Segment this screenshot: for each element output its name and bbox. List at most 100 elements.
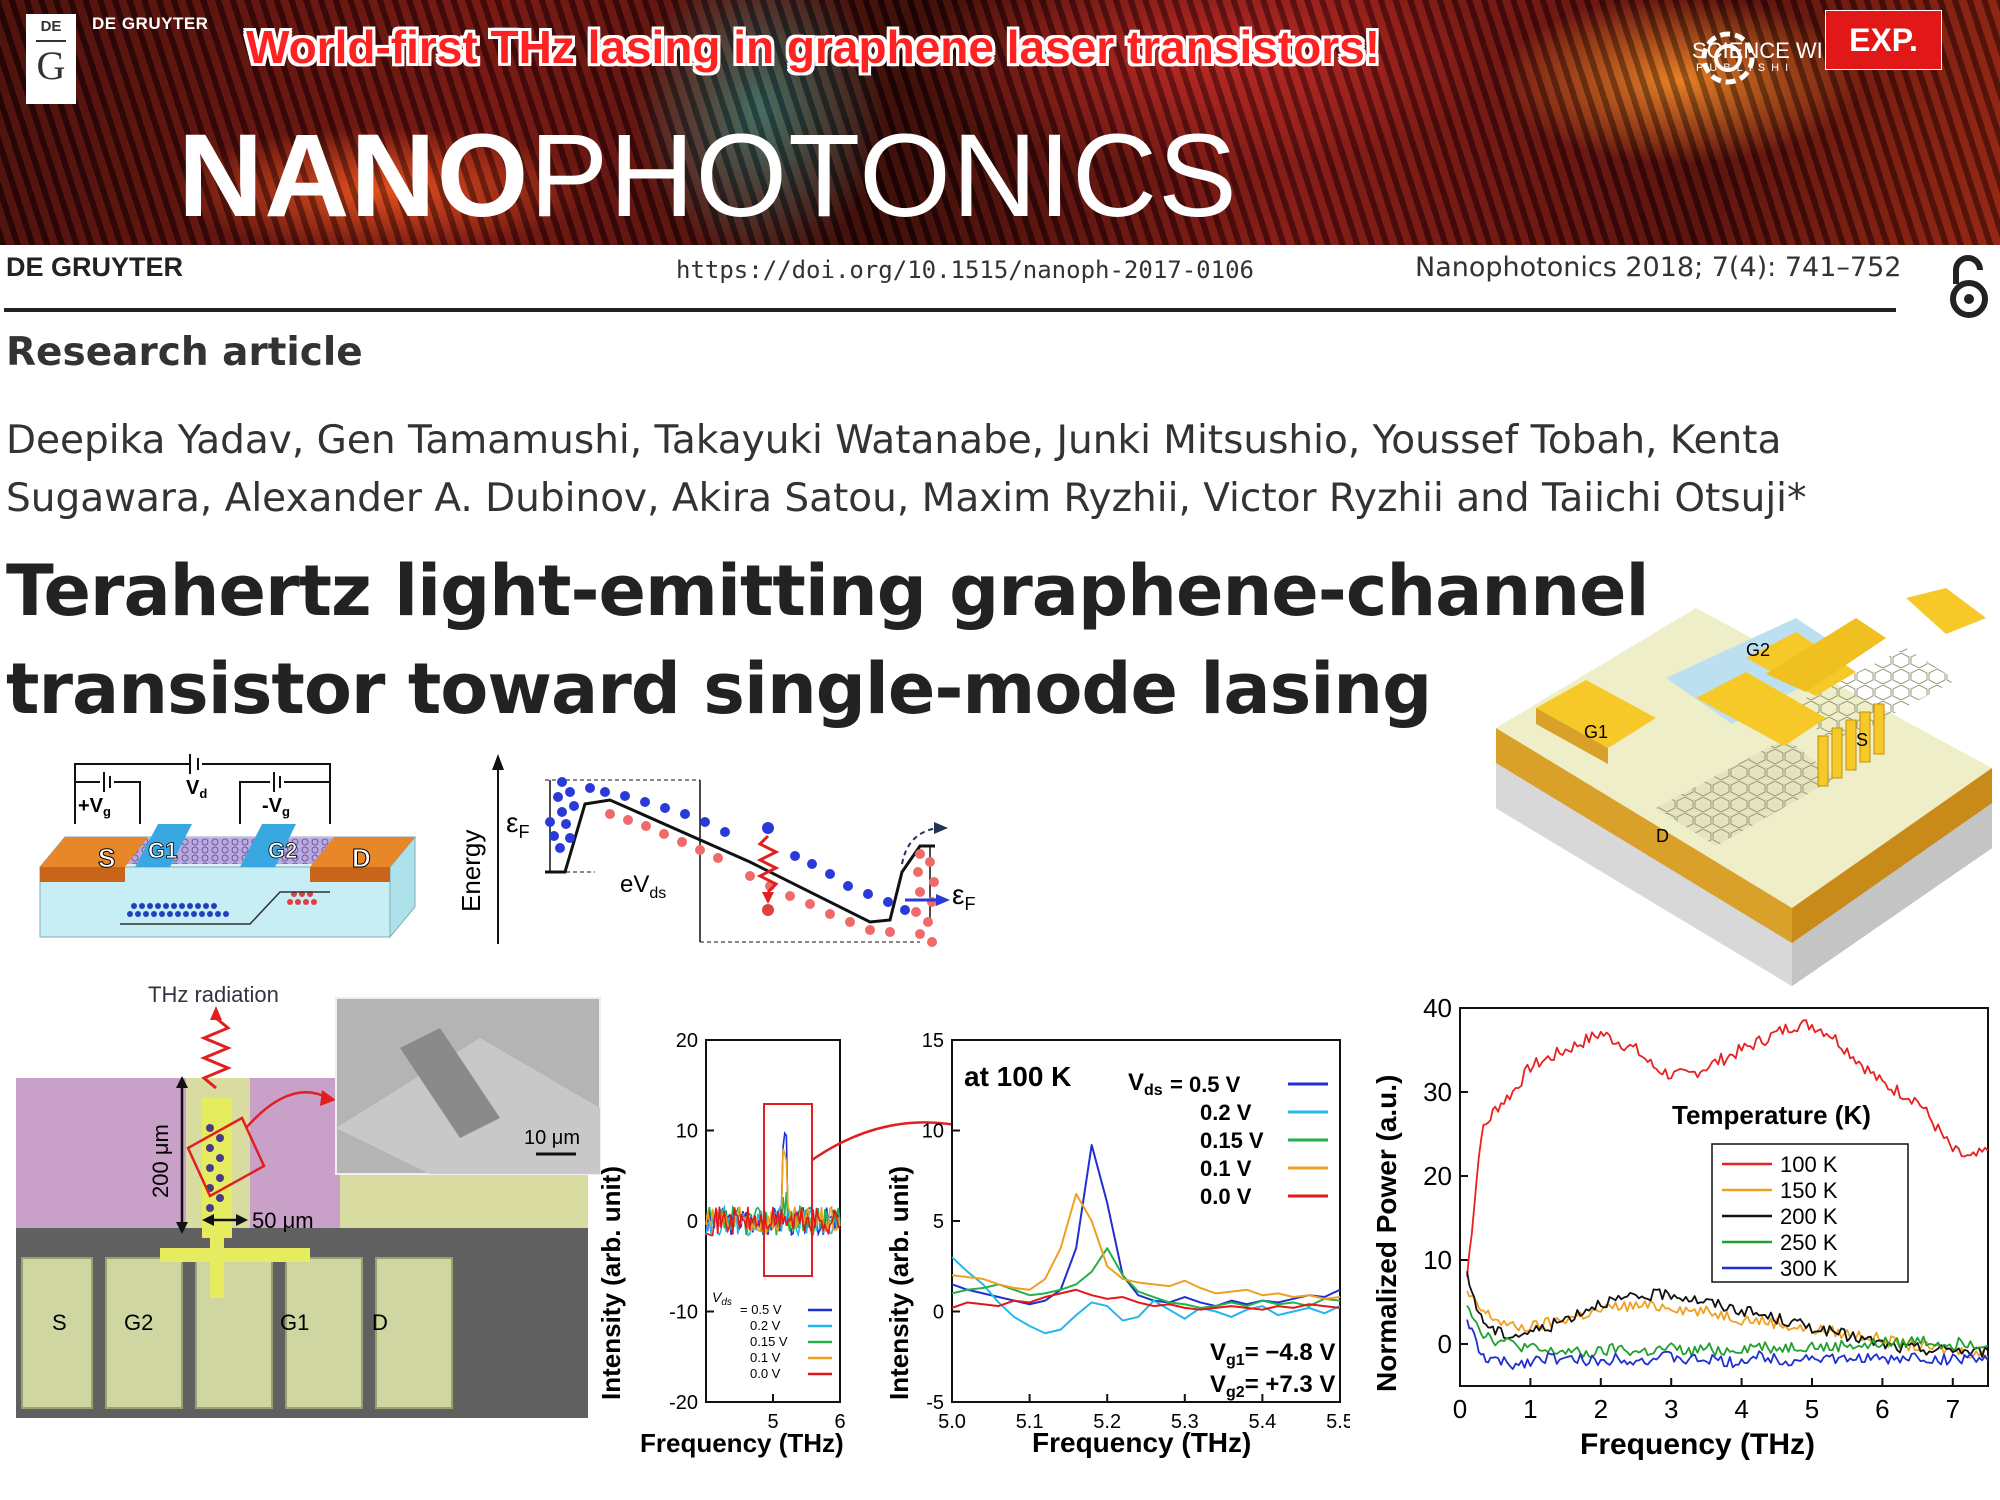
header-rule — [4, 308, 1896, 312]
3d-g2-label: G2 — [1746, 640, 1770, 660]
3d-g1-label: G1 — [1584, 722, 1608, 742]
legend-label: 0.15 V — [1200, 1128, 1264, 1153]
series-line — [1466, 1319, 1989, 1370]
wordmark-light: PHOTONICS — [529, 110, 1238, 242]
banner-headline: World-first THz lasing in graphene laser… — [246, 21, 1381, 73]
article-title: Terahertz light-emitting graphene-channe… — [6, 542, 1656, 738]
y-tick-label: -5 — [926, 1392, 944, 1414]
legend-label: 0.2 V — [750, 1318, 781, 1333]
legend-label: 0.2 V — [1200, 1100, 1252, 1125]
legend-label: 300 K — [1780, 1256, 1838, 1281]
3d-source-label: S — [1856, 730, 1868, 750]
source-label: S — [98, 843, 115, 873]
x-tick-label: 5.5 — [1326, 1411, 1350, 1433]
y-tick-label: 0 — [1438, 1329, 1452, 1359]
article-type: Research article — [6, 330, 363, 375]
x-tick-label: 6 — [834, 1411, 845, 1433]
series-line — [705, 1206, 841, 1237]
vg2-label: Vg2= +7.3 V — [1210, 1371, 1335, 1401]
partner-sub: PUBLISHI — [1696, 62, 1795, 74]
vds-legend-label: Vds — [1128, 1069, 1163, 1099]
x-tick-label: 1 — [1523, 1394, 1537, 1424]
vg1-label: Vg1= −4.8 V — [1210, 1339, 1335, 1369]
chart1-legend-title: Vds — [712, 1289, 732, 1308]
logo-top-text: DE — [40, 18, 62, 35]
x-tick-label: 5.1 — [1016, 1411, 1044, 1433]
plus-vg-label: +Vg — [78, 795, 111, 819]
science-wise-logo-icon — [1701, 31, 1755, 85]
y-tick-label: 20 — [1423, 1161, 1452, 1191]
y-tick-label: -20 — [669, 1392, 698, 1414]
y-tick-label: 10 — [1423, 1245, 1452, 1275]
legend-label: 0.0 V — [750, 1366, 781, 1381]
legend-label: = 0.5 V — [1170, 1072, 1241, 1097]
legend-label: 150 K — [1780, 1178, 1838, 1203]
x-tick-label: 5 — [1805, 1394, 1819, 1424]
open-access-icon — [1950, 255, 1988, 318]
journal-banner — [0, 0, 2000, 245]
device-micrograph: 10 μm THz radiation 200 μm 50 μm S G2 G1… — [16, 982, 601, 1418]
vd-label: Vd — [186, 777, 207, 801]
y-tick-label: 0 — [687, 1211, 698, 1233]
y-tick-label: 10 — [676, 1121, 698, 1143]
x-tick-label: 6 — [1875, 1394, 1889, 1424]
y-tick-label: 30 — [1423, 1077, 1452, 1107]
y-tick-label: 15 — [922, 1030, 944, 1052]
y-tick-label: 10 — [922, 1121, 944, 1143]
legend-label: 250 K — [1780, 1230, 1838, 1255]
energy-axis-label: Energy — [456, 830, 486, 912]
series-line — [951, 1288, 1341, 1311]
x-tick-label: 5.3 — [1171, 1411, 1199, 1433]
chart2-frame — [951, 1039, 1341, 1403]
chart3-ylabel: Normalized Power (a.u.) — [1371, 1075, 1402, 1392]
x-tick-label: 2 — [1594, 1394, 1608, 1424]
banner-publisher: DE GRUYTER — [92, 14, 209, 33]
series-line — [1466, 1271, 1989, 1358]
chart3-legend-box — [1711, 1143, 1909, 1283]
x-tick-label: 3 — [1664, 1394, 1678, 1424]
title-line-2: transistor toward single-mode lasing — [6, 648, 1432, 730]
width-50-label: 50 μm — [252, 1208, 314, 1233]
logo-letter: G — [36, 43, 66, 88]
device-schematic: Vd +Vg -Vg S G1 G2 D — [38, 754, 417, 939]
drain-label: D — [352, 843, 371, 873]
band-diagram: Energy εF eVds εF — [456, 754, 975, 947]
authors-line-1: Deepika Yadav, Gen Tamamushi, Takayuki W… — [6, 418, 1782, 463]
x-tick-label: 0 — [1453, 1394, 1467, 1424]
3d-drain-label: D — [1656, 826, 1669, 846]
partner-name: SCIENCE WI — [1692, 38, 1823, 63]
wordmark-bold: NANO — [178, 110, 530, 242]
series-line — [1466, 1019, 1989, 1278]
pad-label: G1 — [280, 1310, 309, 1335]
chart-zoomed-spectra: 15 10 5 0 -5 5.0 5.1 5.2 5.3 5.4 5.5 at 100 K Vds… — [884, 1030, 1350, 1458]
length-200-label: 200 μm — [148, 1124, 173, 1198]
chart1-ylabel: Intensity (arb. unit) — [600, 1166, 626, 1400]
legend-label: 0.0 V — [1200, 1184, 1252, 1209]
chart1-xlabel: Frequency (THz) — [640, 1428, 844, 1458]
chart2-xlabel: Frequency (THz) — [1032, 1427, 1251, 1458]
series-line — [951, 1192, 1341, 1300]
header-publisher: DE GRUYTER — [6, 252, 184, 282]
chart2-ylabel: Intensity (arb. unit) — [884, 1166, 914, 1400]
chart-overview-spectra: 20 10 0 -10 -20 5 6 Intensity (arb. unit) Fre… — [600, 1030, 846, 1458]
zoom-box — [763, 1103, 813, 1277]
exp-badge: EXP. — [1825, 10, 1942, 70]
doi-link[interactable]: https://doi.org/10.1515/nanoph-2017-0106 — [676, 256, 1254, 284]
device-3d-model: G1 G2 S D — [1496, 588, 1992, 986]
g2-label: G2 — [268, 838, 297, 863]
x-tick-label: 5.0 — [938, 1411, 966, 1433]
legend-label: 200 K — [1780, 1204, 1838, 1229]
x-tick-label: 4 — [1734, 1394, 1748, 1424]
title-line-1: Terahertz light-emitting graphene-channe… — [6, 550, 1650, 632]
author-list: Deepika Yadav, Gen Tamamushi, Takayuki W… — [6, 412, 1906, 528]
sem-scale-label: 10 μm — [524, 1127, 580, 1149]
journal-citation: Nanophotonics 2018; 7(4): 741–752 — [1415, 252, 1902, 283]
x-tick-label: 5.4 — [1248, 1411, 1276, 1433]
x-tick-label: 5 — [767, 1411, 778, 1433]
series-line — [951, 1256, 1341, 1335]
x-tick-label: 5.2 — [1093, 1411, 1121, 1433]
y-tick-label: 40 — [1423, 993, 1452, 1023]
chart3-xlabel: Frequency (THz) — [1580, 1428, 1815, 1461]
ef-left-label: εF — [506, 807, 529, 842]
pad-label: S — [52, 1310, 67, 1335]
